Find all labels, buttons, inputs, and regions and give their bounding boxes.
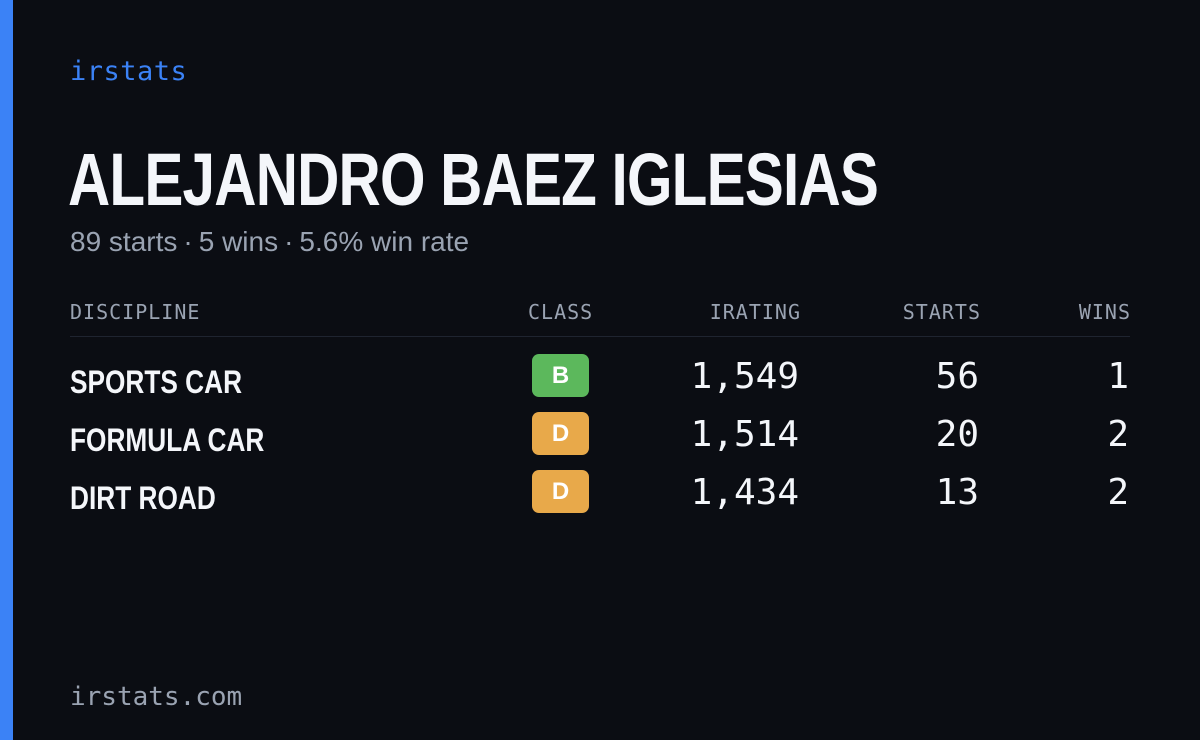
starts-value: 13 xyxy=(935,472,979,513)
brand-logo-text: irstats xyxy=(70,56,188,87)
irating-value: 1,514 xyxy=(690,414,799,455)
irating-value: 1,434 xyxy=(690,472,799,513)
summary-line: 89 starts · 5 wins · 5.6% win rate xyxy=(70,226,469,258)
summary-starts: 89 starts xyxy=(70,226,178,257)
wins-value: 2 xyxy=(1107,472,1129,513)
header-starts: STARTS xyxy=(902,300,981,324)
discipline-name: FORMULA CAR xyxy=(70,422,265,458)
class-badge: D xyxy=(532,470,589,513)
header-irating: IRATING xyxy=(709,300,801,324)
header-wins: WINS xyxy=(1078,300,1131,324)
discipline-name: DIRT ROAD xyxy=(70,480,216,516)
table-row: SPORTS CAR B 1,549 56 1 xyxy=(0,350,1200,408)
player-name: ALEJANDRO BAEZ IGLESIAS xyxy=(68,138,879,221)
summary-separator: · xyxy=(183,226,193,257)
class-badge: B xyxy=(532,354,589,397)
header-divider xyxy=(70,336,1130,337)
summary-wins: 5 wins xyxy=(198,226,279,257)
wins-value: 2 xyxy=(1107,414,1129,455)
wins-value: 1 xyxy=(1107,356,1129,397)
summary-separator: · xyxy=(284,226,294,257)
irating-value: 1,549 xyxy=(690,356,799,397)
starts-value: 20 xyxy=(935,414,979,455)
discipline-table: SPORTS CAR B 1,549 56 1 FORMULA CAR D 1,… xyxy=(0,350,1200,524)
accent-bar xyxy=(0,0,13,740)
class-badge: D xyxy=(532,412,589,455)
discipline-name: SPORTS CAR xyxy=(70,364,243,400)
header-discipline: DISCIPLINE xyxy=(70,300,201,324)
header-class: CLASS xyxy=(528,300,594,324)
summary-win-rate: 5.6% win rate xyxy=(299,226,470,257)
footer-site-url[interactable]: irstats.com xyxy=(70,682,243,712)
table-row: FORMULA CAR D 1,514 20 2 xyxy=(0,408,1200,466)
table-row: DIRT ROAD D 1,434 13 2 xyxy=(0,466,1200,524)
starts-value: 56 xyxy=(935,356,979,397)
